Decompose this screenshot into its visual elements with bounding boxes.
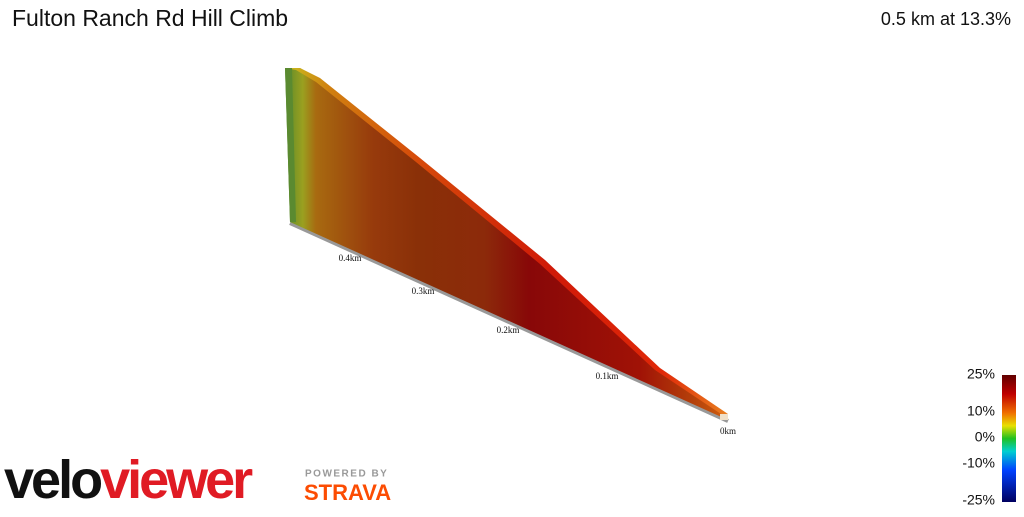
logo-part: velo [4, 450, 101, 510]
scale-label: 25% [967, 366, 995, 382]
scale-label: 0% [975, 429, 995, 445]
scale-label: -25% [962, 492, 995, 508]
distance-label: 0.4km [339, 253, 362, 263]
base-shadow [289, 221, 729, 423]
title: Fulton Ranch Rd Hill Climb [12, 5, 288, 31]
logo-part: viewer [100, 450, 253, 510]
scale-label: 10% [967, 403, 995, 419]
profile-end [285, 68, 296, 222]
distance-label: 0.1km [596, 371, 619, 381]
profile-wall [285, 68, 728, 420]
profile-start [720, 414, 728, 420]
scale-label: -10% [962, 455, 995, 471]
gradient-color-bar [1002, 375, 1016, 502]
distance-label: 0km [720, 426, 736, 436]
powered-by: POWERED BY [305, 469, 388, 480]
logo: veloviewer [4, 450, 253, 510]
distance-label: 0.3km [412, 286, 435, 296]
profile-top [285, 68, 728, 416]
summary: 0.5 km at 13.3% [881, 9, 1011, 29]
partner-logo: STRAVA [304, 480, 391, 505]
distance-label: 0.2km [497, 325, 520, 335]
